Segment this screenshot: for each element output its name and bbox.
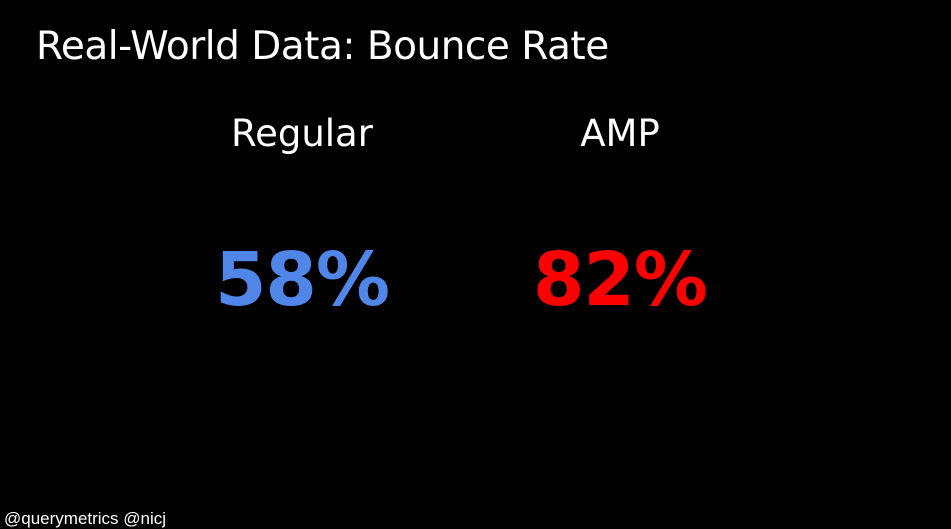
regular-label: Regular [231, 112, 373, 155]
amp-label: AMP [580, 112, 660, 155]
column-amp: AMP 82% [533, 112, 708, 323]
column-regular: Regular 58% [215, 112, 390, 323]
slide-title: Real-World Data: Bounce Rate [36, 24, 609, 69]
regular-bounce-rate: 58% [214, 237, 390, 323]
footer-handles: @querymetrics @nicj [4, 509, 167, 528]
amp-bounce-rate: 82% [532, 237, 708, 323]
